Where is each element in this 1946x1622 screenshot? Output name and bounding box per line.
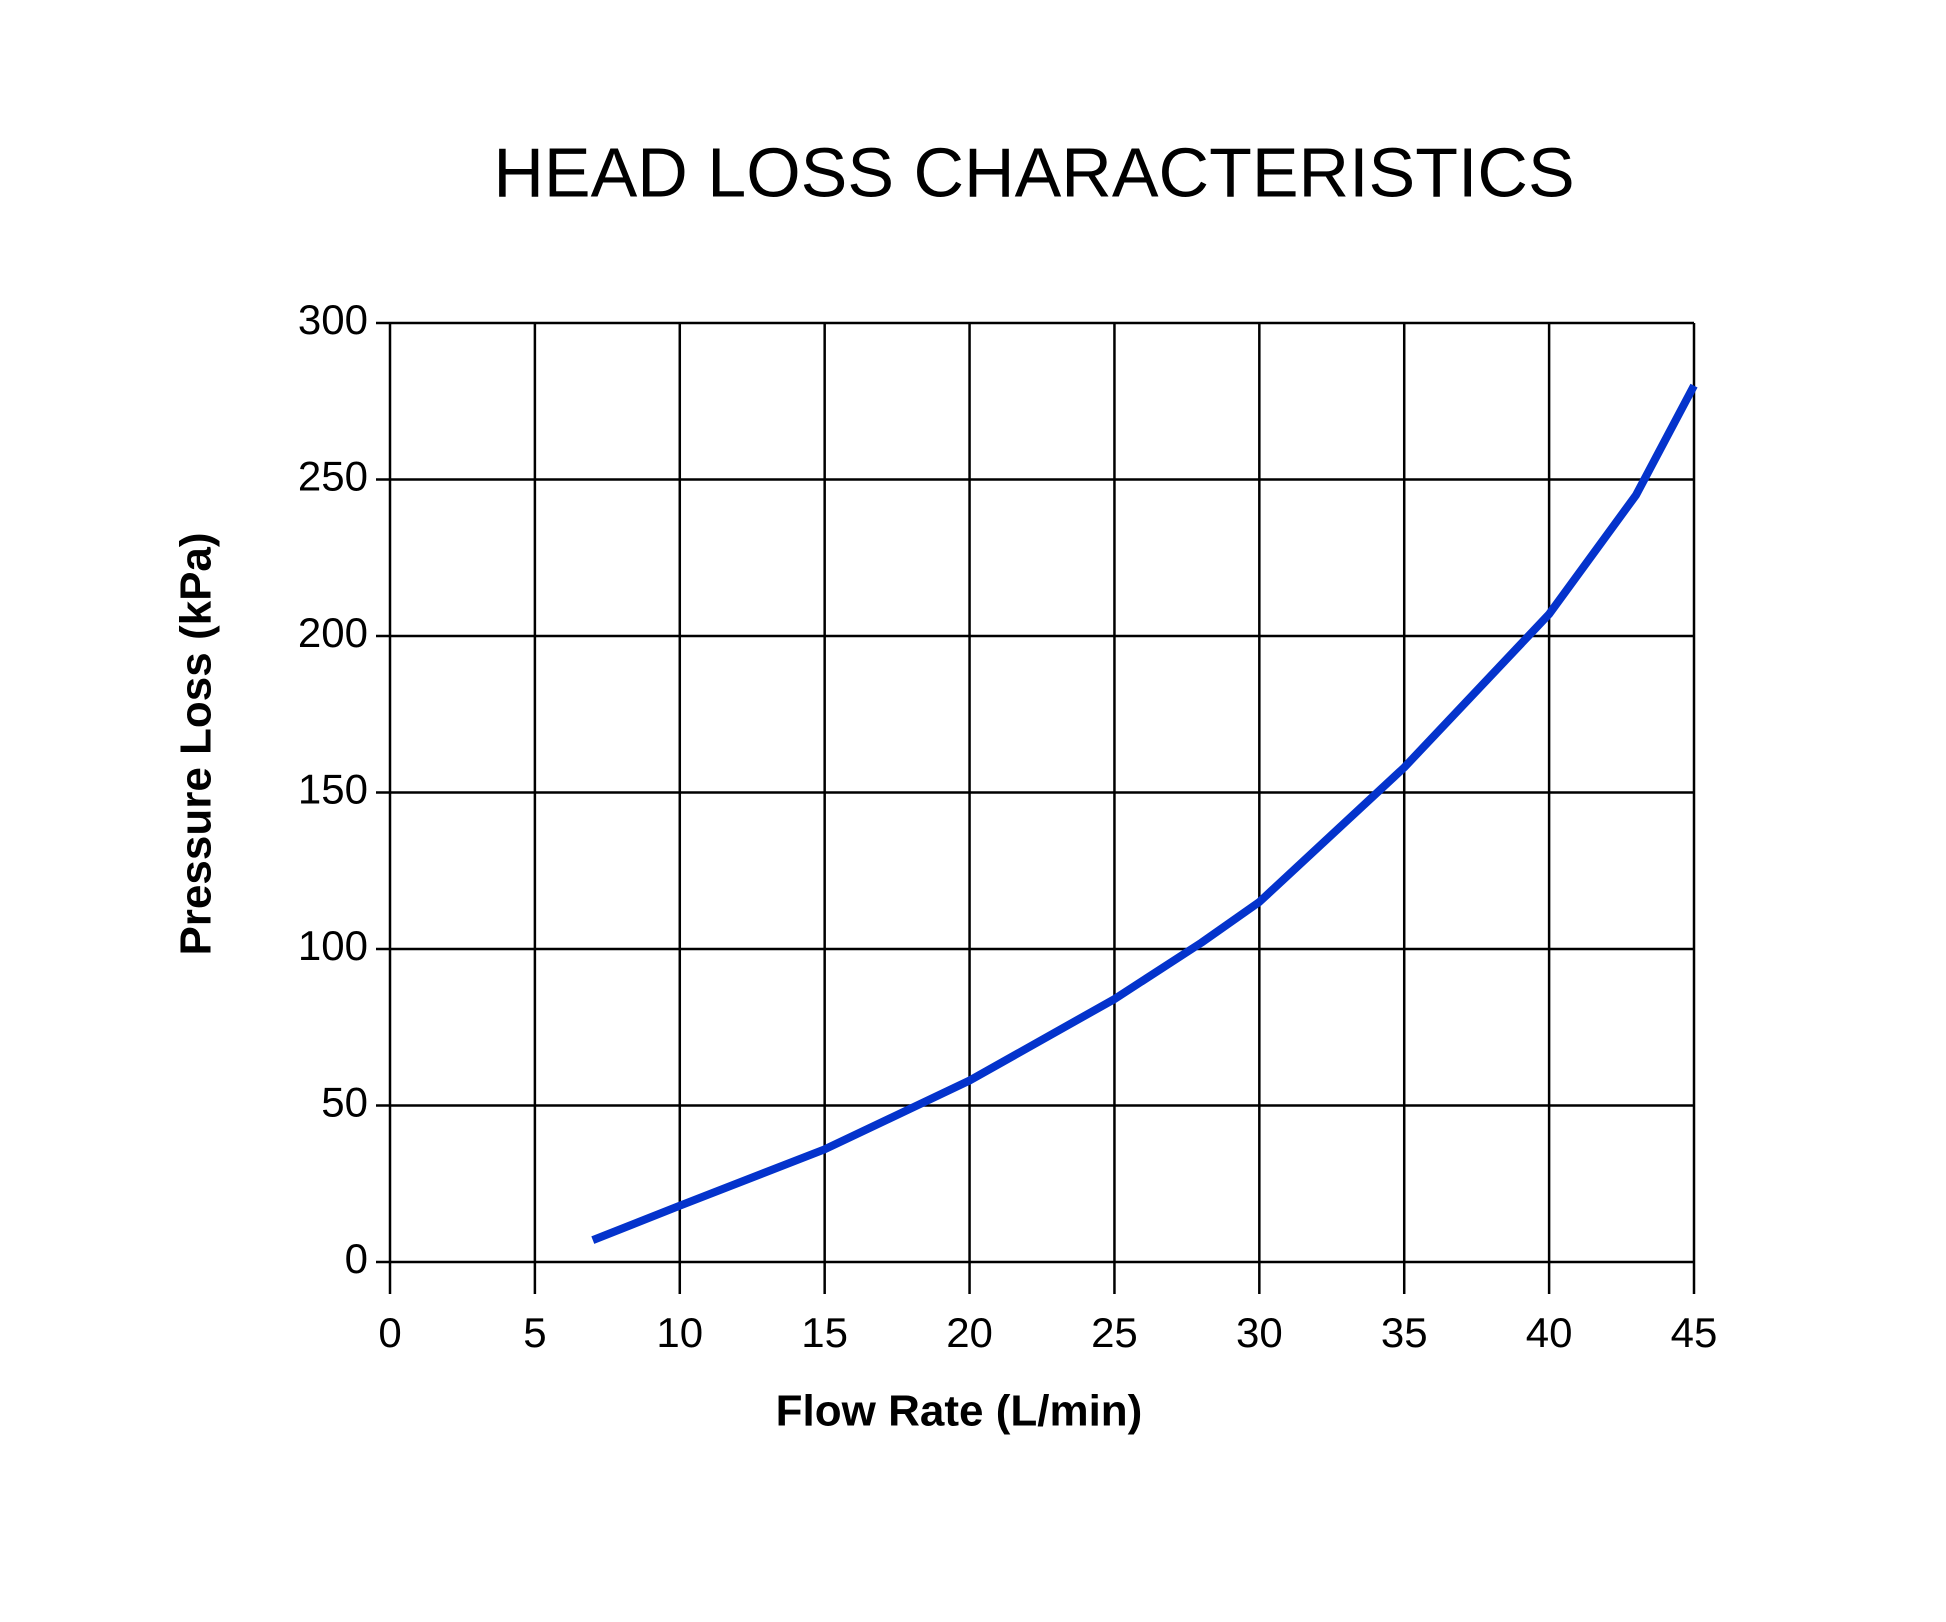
x-tick-label: 10	[656, 1309, 703, 1356]
x-tick-label: 35	[1381, 1309, 1428, 1356]
x-tick-label: 15	[801, 1309, 848, 1356]
y-tick-label: 200	[298, 609, 368, 656]
y-tick-label: 50	[321, 1079, 368, 1126]
chart-title: HEAD LOSS CHARACTERISTICS	[493, 133, 1574, 211]
x-axis-label: Flow Rate (L/min)	[776, 1387, 1143, 1436]
y-axis-label: Pressure Loss (kPa)	[172, 532, 221, 955]
y-tick-label: 250	[298, 453, 368, 500]
data-line	[591, 383, 1698, 1244]
x-tick-label: 5	[523, 1309, 546, 1356]
y-tick-label: 150	[298, 766, 368, 813]
x-tick-label: 40	[1526, 1309, 1573, 1356]
x-tick-label: 30	[1236, 1309, 1283, 1356]
x-tick-label: 20	[946, 1309, 993, 1356]
y-tick-label: 300	[298, 296, 368, 343]
y-tick-label: 0	[345, 1235, 368, 1282]
x-tick-label: 45	[1671, 1309, 1718, 1356]
x-tick-label: 0	[378, 1309, 401, 1356]
x-tick-label: 25	[1091, 1309, 1138, 1356]
y-tick-label: 100	[298, 922, 368, 969]
